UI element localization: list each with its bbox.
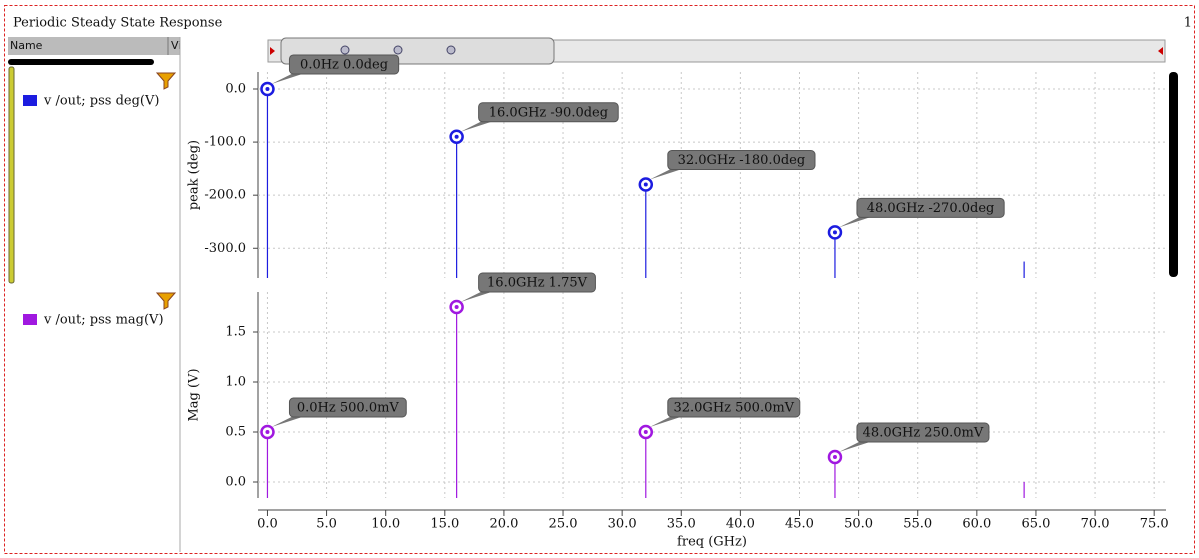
annotation-label: 48.0GHz -270.0deg xyxy=(867,201,995,216)
marker-dot xyxy=(265,86,270,91)
annotation-label: 48.0GHz 250.0mV xyxy=(863,426,984,441)
annotation-box xyxy=(478,102,619,123)
annotation-box xyxy=(288,54,400,75)
legend-label: v /out; pss deg(V) xyxy=(43,94,159,109)
name-header: Name xyxy=(10,39,43,52)
marker-dot xyxy=(454,134,459,139)
window-title: Periodic Steady State Response xyxy=(13,16,223,31)
y-scroll[interactable] xyxy=(1169,72,1178,277)
x-tick-label: 55.0 xyxy=(903,517,932,532)
annotation-box xyxy=(856,197,1005,218)
annotation-label: 16.0GHz -90.0deg xyxy=(489,105,608,120)
annotation-label: 32.0GHz -180.0deg xyxy=(678,153,806,168)
group-bar xyxy=(8,66,15,284)
panel-header xyxy=(8,37,180,55)
frame xyxy=(4,5,1195,554)
filter-icon[interactable] xyxy=(155,292,177,310)
y-tick-label: -300.0 xyxy=(204,241,246,256)
y-tick-label: -200.0 xyxy=(204,188,246,203)
marker-dot xyxy=(265,430,270,434)
x-tick-label: 35.0 xyxy=(667,517,696,532)
annotation-label: 32.0GHz 500.0mV xyxy=(673,401,794,416)
annotation-label: 0.0Hz 500.0mV xyxy=(297,401,400,416)
x-tick-label: 60.0 xyxy=(962,517,991,532)
y-axis-label: Mag (V) xyxy=(187,368,202,421)
marker-dot xyxy=(643,182,648,187)
x-tick-label: 20.0 xyxy=(489,517,518,532)
x-tick-label: 25.0 xyxy=(549,517,578,532)
annotation-box xyxy=(856,422,990,443)
marker-dot xyxy=(454,305,459,309)
value-header: Vi xyxy=(171,39,181,52)
legend-swatch xyxy=(23,314,37,325)
annotation-box xyxy=(478,272,596,293)
marker-dot xyxy=(832,455,837,459)
annotation-box xyxy=(667,150,816,171)
y-tick-label: 0.5 xyxy=(225,425,246,440)
marker-dot xyxy=(832,230,837,235)
x-tick-label: 45.0 xyxy=(785,517,814,532)
y-tick-label: 0.0 xyxy=(225,475,246,490)
annotation-label: 16.0GHz 1.75V xyxy=(487,276,588,291)
annotation-label: 0.0Hz 0.0deg xyxy=(300,57,388,72)
y-tick-label: 0.0 xyxy=(225,81,246,96)
y-axis-label: peak (deg) xyxy=(187,140,202,210)
y-tick-label: -100.0 xyxy=(204,135,246,150)
x-tick-label: 10.0 xyxy=(371,517,400,532)
panel-scroll[interactable] xyxy=(8,59,154,65)
x-axis-label: freq (GHz) xyxy=(677,535,747,550)
x-tick-label: 50.0 xyxy=(844,517,873,532)
x-tick-label: 65.0 xyxy=(1021,517,1050,532)
x-tick-label: 75.0 xyxy=(1140,517,1169,532)
legend-swatch xyxy=(23,95,37,106)
x-tick-label: 0.0 xyxy=(257,517,278,532)
x-tick-label: 30.0 xyxy=(608,517,637,532)
annotation-box xyxy=(288,397,407,418)
scroll-marker xyxy=(393,45,403,55)
y-tick-label: 1.5 xyxy=(225,325,246,340)
marker-dot xyxy=(643,430,648,434)
scroll-marker xyxy=(446,45,456,55)
x-tick-label: 70.0 xyxy=(1081,517,1110,532)
x-tick-label: 40.0 xyxy=(726,517,755,532)
scroll-marker xyxy=(340,45,350,55)
y-tick-label: 1.0 xyxy=(225,375,246,390)
page-number: 1 xyxy=(1184,16,1192,31)
legend-label: v /out; pss mag(V) xyxy=(43,313,164,328)
annotation-box xyxy=(667,397,801,418)
x-tick-label: 5.0 xyxy=(316,517,337,532)
x-tick-label: 15.0 xyxy=(430,517,459,532)
filter-icon[interactable] xyxy=(155,72,177,90)
